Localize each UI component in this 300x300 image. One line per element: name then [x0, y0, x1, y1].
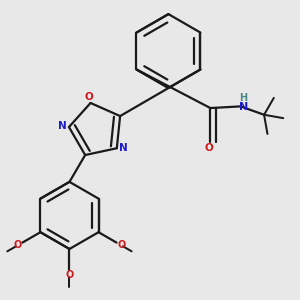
Text: N: N — [58, 122, 67, 131]
Text: N: N — [119, 142, 128, 153]
Text: N: N — [238, 102, 248, 112]
Text: O: O — [65, 270, 74, 280]
Text: O: O — [117, 240, 125, 250]
Text: H: H — [239, 93, 247, 103]
Text: O: O — [85, 92, 93, 102]
Text: O: O — [204, 143, 213, 153]
Text: O: O — [14, 240, 22, 250]
